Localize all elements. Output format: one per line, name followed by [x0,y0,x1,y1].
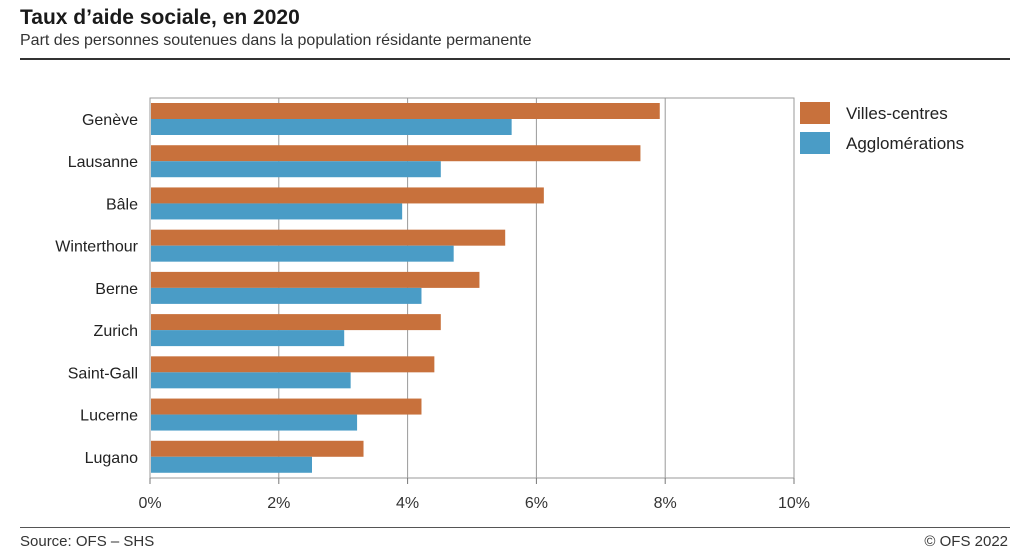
bar-agglomerations [151,245,454,262]
x-tick-label: 6% [525,495,548,512]
chart-title: Taux d’aide sociale, en 2020 [20,6,300,29]
category-label: Lugano [85,450,138,467]
bar-agglomerations [151,456,312,473]
chart-subtitle: Part des personnes soutenues dans la pop… [20,32,532,49]
bar-villes-centres [151,356,435,373]
bar-villes-centres [151,271,480,288]
bar-agglomerations [151,119,512,135]
bar-agglomerations [151,372,351,389]
category-label: Bâle [106,196,138,213]
x-tick-label: 10% [778,495,810,512]
legend-label: Villes-centres [846,104,948,123]
bar-villes-centres [151,229,506,246]
x-tick-label: 2% [267,495,290,512]
legend-swatch [800,102,830,124]
bar-villes-centres [151,187,544,204]
bar-villes-centres [151,398,422,415]
legend-swatch [800,132,830,154]
x-tick-label: 4% [396,495,419,512]
copyright-note: © OFS 2022 [924,533,1008,550]
bar-agglomerations [151,287,422,304]
bar-villes-centres [151,103,660,119]
category-label: Zurich [94,323,138,340]
bar-agglomerations [151,203,403,220]
x-tick-label: 0% [138,495,161,512]
plot-frame [149,97,795,479]
bar-agglomerations [151,330,345,347]
bar-villes-centres [151,440,364,457]
legend-label: Agglomérations [846,134,964,153]
bar-villes-centres [151,145,641,162]
category-label: Berne [95,281,138,298]
x-tick-label: 8% [654,495,677,512]
category-label: Lausanne [68,154,138,171]
category-label: Genève [82,112,138,129]
bar-villes-centres [151,314,441,331]
category-label: Winterthour [55,239,138,256]
bar-agglomerations [151,161,441,178]
bar-agglomerations [151,414,358,431]
footer-rule [20,527,1010,528]
category-label: Saint-Gall [68,365,138,382]
category-label: Lucerne [80,408,138,425]
source-note: Source: OFS – SHS [20,533,155,550]
header-rule [20,58,1010,60]
